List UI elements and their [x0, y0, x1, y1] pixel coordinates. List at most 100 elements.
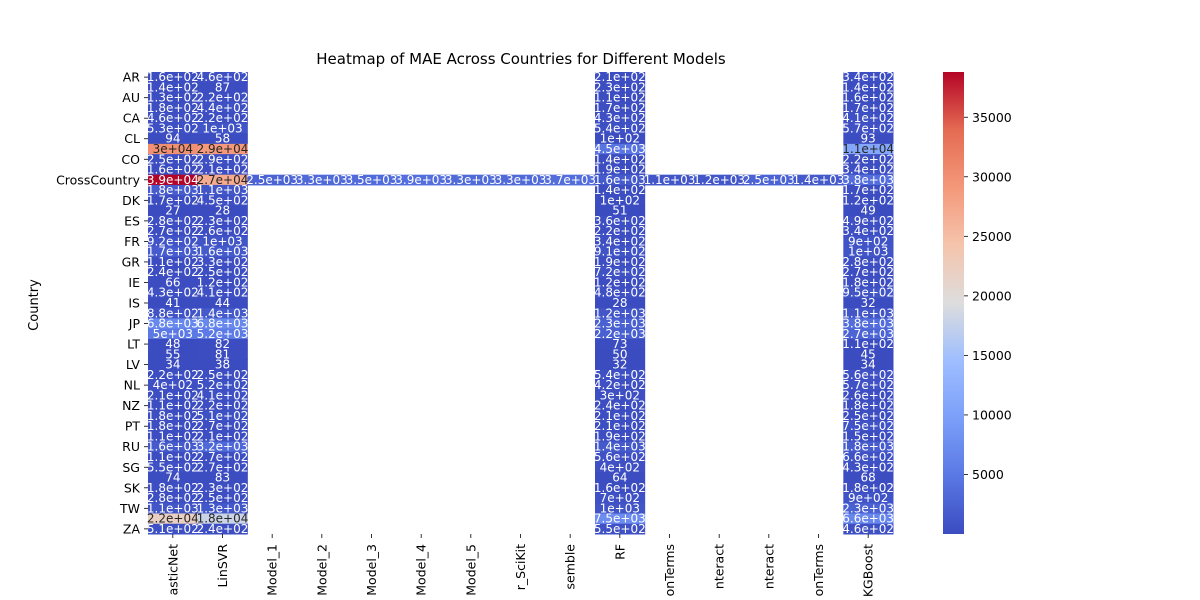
- heatmap-cell: [197, 92, 248, 104]
- cell-value-label: 1.7e+02: [842, 183, 894, 197]
- cell-value-label: 2.5e+03: [246, 173, 298, 187]
- cell-value-label: 2.1e+02: [197, 163, 249, 177]
- heatmap-cell: [148, 431, 199, 443]
- cell-value-label: 3.5e+03: [346, 173, 398, 187]
- cell-value-label: 5.5e+02: [147, 460, 199, 474]
- cell-value-label: 27: [165, 204, 180, 218]
- heatmap-cell: [197, 256, 248, 268]
- y-tick-label: ES: [124, 213, 140, 228]
- cell-value-label: 2.3e+02: [594, 80, 646, 94]
- heatmap-cell: [595, 431, 646, 443]
- x-tick-label: LinSVR: [215, 544, 230, 588]
- cell-value-label: 3.3e+03: [296, 173, 348, 187]
- cell-value-label: 1.2e+02: [594, 275, 646, 289]
- heatmap-cell: [595, 308, 646, 319]
- cell-value-label: 1.8e+02: [147, 419, 199, 433]
- cell-value-label: 2.4e+02: [197, 522, 249, 536]
- heatmap-cell: [595, 277, 646, 289]
- cell-value-label: 2.3e+02: [197, 214, 249, 228]
- cell-value-label: 1.4e+03: [197, 306, 249, 320]
- heatmap-cell: [595, 184, 646, 196]
- cell-value-label: 50: [612, 347, 627, 361]
- y-tick-label: FR: [124, 234, 140, 249]
- y-tick-label: CO: [121, 152, 140, 167]
- cell-value-label: 2.7e+02: [197, 450, 249, 464]
- heatmap-cell: [148, 421, 199, 432]
- heatmap-cell: [446, 174, 497, 186]
- cell-value-label: 5e+03: [153, 327, 193, 341]
- cell-value-label: 3.2e+03: [197, 440, 249, 454]
- cell-value-label: 2.8e+02: [147, 491, 199, 505]
- x-tick-label: semble: [563, 544, 578, 590]
- heatmap-cell: [595, 164, 646, 176]
- cell-value-label: 7.2e+02: [594, 265, 646, 279]
- cell-value-label: 1.1e+03: [197, 183, 249, 197]
- colorbar-tick-label: 5000: [972, 467, 1004, 482]
- cell-value-label: 2.4e+02: [594, 399, 646, 413]
- cell-value-label: 1.1e+02: [842, 337, 894, 351]
- cell-value-label: 4.6e+02: [197, 70, 249, 84]
- heatmap-cell: [197, 143, 248, 155]
- heatmap-cell: [843, 349, 894, 360]
- cell-value-label: 1.1e+03: [644, 173, 696, 187]
- cell-value-label: 2.6e+02: [842, 388, 894, 402]
- cell-value-label: 1.5e+02: [842, 429, 894, 443]
- heatmap-cell: [197, 102, 248, 114]
- heatmap-cell: [843, 113, 894, 124]
- heatmap-cell: [197, 308, 248, 319]
- heatmap-cell: [197, 297, 248, 309]
- heatmap-cell: [148, 256, 199, 268]
- heatmap-cell: [545, 174, 596, 186]
- cell-value-label: 41: [165, 296, 180, 310]
- heatmap-cell: [197, 236, 248, 248]
- heatmap-cell: [843, 72, 894, 83]
- cell-value-label: 34: [861, 358, 876, 372]
- cell-value-label: 1.1e+02: [147, 399, 199, 413]
- cell-value-label: 4e+02: [600, 460, 640, 474]
- cell-value-label: 5.6e+02: [842, 368, 894, 382]
- cell-value-label: 1.7e+02: [147, 193, 199, 207]
- cell-value-label: 94: [165, 132, 180, 146]
- cell-value-label: 1.1e+02: [594, 91, 646, 105]
- cell-value-label: 2.1e+02: [594, 409, 646, 423]
- cell-value-label: 1.7e+02: [594, 101, 646, 115]
- heatmap-cell: [396, 174, 447, 186]
- heatmap-cell: [595, 102, 646, 114]
- cell-value-label: 8.8e+02: [147, 306, 199, 320]
- cell-value-label: 1e+03: [848, 245, 888, 259]
- y-tick-label: CrossCountry: [56, 172, 141, 187]
- heatmap-cell: [595, 205, 646, 217]
- heatmap-cell: [148, 380, 199, 391]
- heatmap-cell: [148, 410, 199, 422]
- cell-value-label: 3.9e+04: [147, 173, 199, 187]
- cell-value-label: 1.8e+04: [197, 512, 249, 526]
- cell-value-label: 1.3e+03: [197, 501, 249, 515]
- cell-value-label: 1e+03: [202, 234, 242, 248]
- y-tick-label: ZA: [123, 521, 141, 536]
- heatmap-cell: [148, 503, 199, 514]
- cell-value-label: 6.6e+03: [842, 512, 894, 526]
- heatmap-cell: [595, 287, 646, 299]
- cell-value-label: 1.6e+02: [147, 163, 199, 177]
- heatmap-cell: [595, 297, 646, 309]
- cell-value-label: 2.5e+02: [147, 152, 199, 166]
- heatmap-cell: [197, 267, 248, 278]
- colorbar: 5000 10000 15000 20000 25000 30000 35000: [943, 72, 1012, 534]
- heatmap-cell: [843, 513, 894, 525]
- heatmap-cell: [843, 195, 894, 206]
- heatmap-cell: [595, 472, 646, 484]
- heatmap-cell: [843, 410, 894, 422]
- cell-value-label: 2.3e+03: [842, 501, 894, 515]
- heatmap-cell: [197, 390, 248, 402]
- x-tick-label: r_SciKit: [513, 544, 528, 590]
- colorbar-tick-label: 30000: [972, 169, 1012, 184]
- heatmap-cell: [843, 102, 894, 114]
- cell-value-label: 2.5e+02: [842, 409, 894, 423]
- heatmap-cell: [595, 174, 646, 186]
- x-tick-label: nteract: [712, 544, 727, 589]
- cell-value-label: 2.2e+04: [147, 512, 199, 526]
- heatmap-cell: [148, 441, 199, 453]
- cell-value-label: 2.5e+02: [197, 368, 249, 382]
- y-tick-label: AU: [122, 90, 140, 105]
- heatmap-cell: [148, 523, 199, 535]
